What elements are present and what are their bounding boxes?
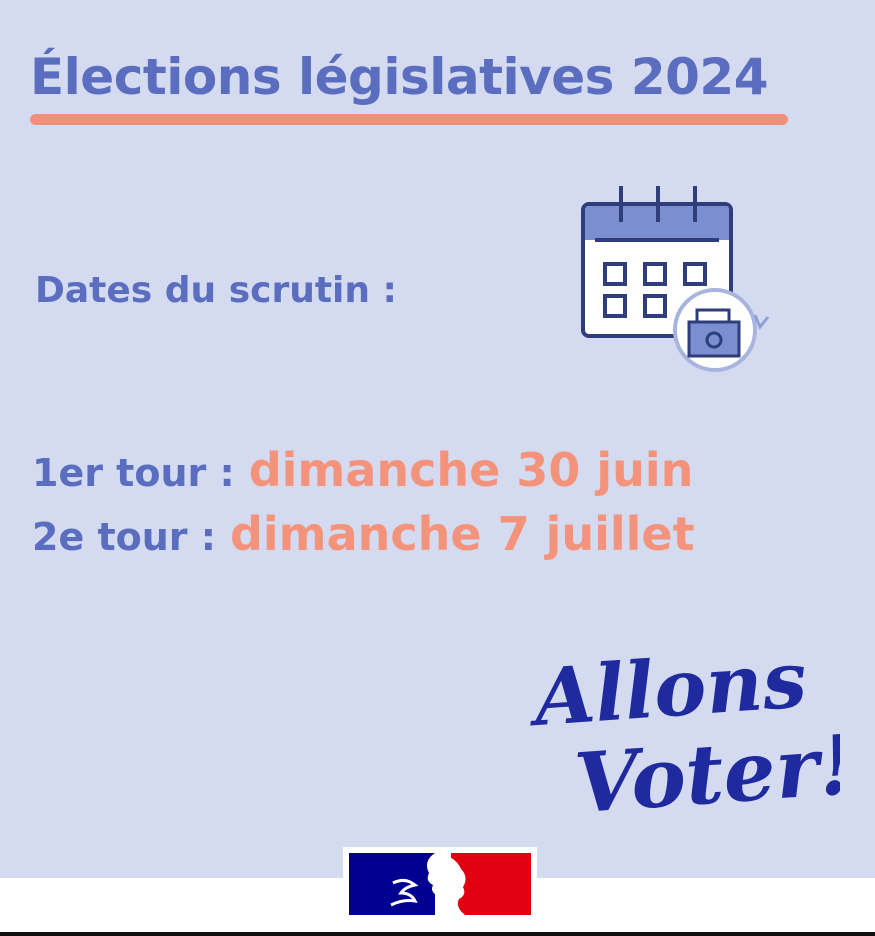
title-underline	[30, 114, 788, 125]
second-round-label: 2e tour :	[32, 515, 216, 559]
first-round-date: dimanche 30 juin	[248, 443, 694, 497]
bottom-border	[0, 932, 875, 936]
first-round-label: 1er tour :	[32, 451, 235, 495]
second-round: 2e tour : dimanche 7 juillet	[32, 507, 695, 561]
second-round-date: dimanche 7 juillet	[229, 507, 695, 561]
first-round: 1er tour : dimanche 30 juin	[32, 443, 693, 497]
poster: Élections législatives 2024 Dates du scr…	[0, 0, 875, 878]
subtitle: Dates du scrutin :	[35, 270, 397, 311]
calendar-ballot-box-icon	[581, 186, 770, 372]
slogan-line-2: Voter!	[572, 717, 840, 832]
marianne-logo	[343, 847, 537, 921]
allons-voter-slogan: Allons Voter!	[530, 634, 840, 832]
page-title: Élections législatives 2024	[30, 48, 769, 106]
slogan-line-1: Allons	[530, 634, 809, 744]
